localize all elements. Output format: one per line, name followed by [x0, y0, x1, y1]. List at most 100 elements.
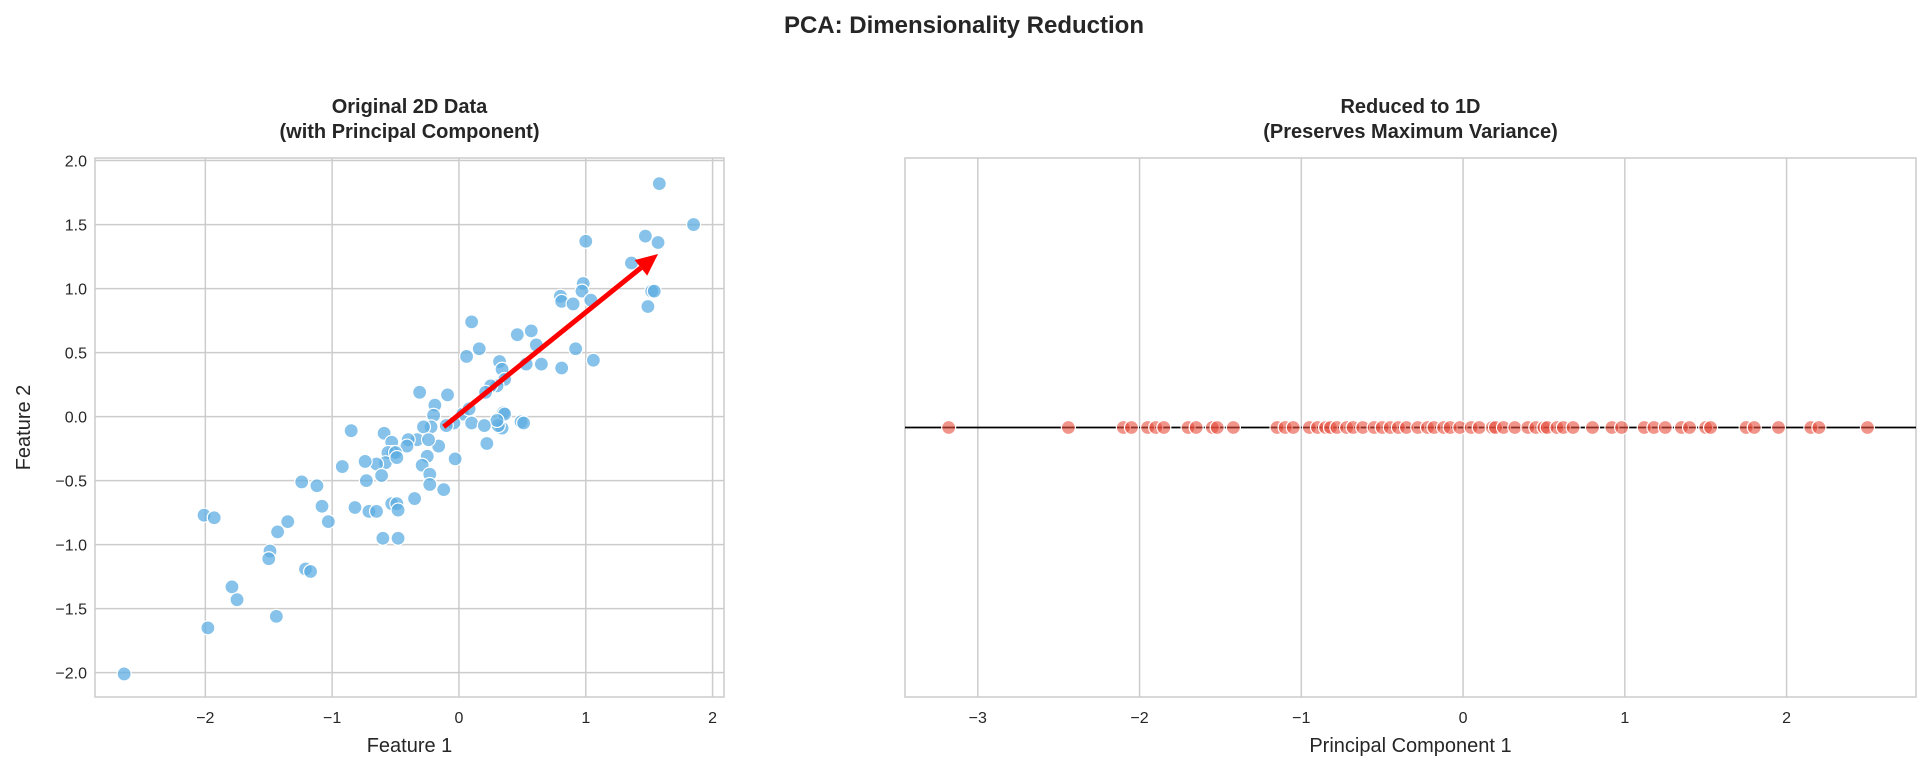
data-point — [523, 323, 539, 339]
projected-point — [941, 419, 957, 436]
y-tick-label: 1.0 — [65, 282, 87, 299]
x-tick-label: −1 — [1292, 710, 1310, 727]
y-tick-label: −1.5 — [55, 602, 87, 619]
suptitle: PCA: Dimensionality Reduction — [784, 12, 1144, 39]
data-point — [229, 592, 245, 608]
data-point — [412, 384, 428, 400]
projected-point — [1471, 419, 1487, 436]
data-point — [334, 458, 350, 475]
projected-point — [1702, 419, 1719, 436]
principal-component-arrow — [442, 265, 643, 429]
x-axis-label: Feature 1 — [367, 735, 453, 757]
data-point — [374, 467, 390, 484]
data-point — [479, 435, 495, 452]
data-point — [406, 490, 423, 507]
data-point — [270, 524, 286, 540]
data-point — [489, 412, 505, 429]
data-point — [640, 298, 656, 315]
projected-point — [1746, 419, 1762, 436]
projected-point — [1613, 419, 1630, 436]
data-point — [389, 449, 405, 466]
data-point — [314, 498, 330, 514]
original-2d-plot: −2 −1 0 1 2 −2.0 −1.5 −1.0 −0.5 0.0 0.5 1.0 1.5 2.0 Or… — [13, 96, 725, 757]
data-point — [685, 216, 702, 233]
data-point — [623, 255, 640, 271]
data-point — [447, 451, 463, 467]
data-point — [637, 228, 653, 244]
data-point — [650, 234, 666, 251]
projected-point — [1681, 419, 1698, 436]
data-point — [357, 453, 373, 470]
x-tick-label: −1 — [323, 710, 341, 727]
data-point — [422, 476, 438, 493]
projected-point — [1156, 419, 1172, 436]
projected-point — [1225, 419, 1241, 436]
projected-point — [1507, 419, 1523, 436]
y-tick-label: 0.5 — [65, 346, 87, 363]
axes-frame — [94, 157, 725, 698]
reduced-1d-plot: −3 −2 −1 0 1 2 Reduced to 1D (Preserves Maximum… — [904, 96, 1917, 757]
projected-point — [1859, 419, 1876, 436]
data-point — [578, 233, 594, 249]
arrow-head — [634, 254, 659, 276]
data-point — [368, 503, 385, 519]
data-point — [343, 423, 359, 439]
y-tick-label: −1.0 — [55, 538, 87, 555]
plot-title: (with Principal Component) — [280, 121, 540, 143]
x-tick-label: 2 — [708, 710, 717, 727]
x-tick-label: 1 — [1620, 710, 1629, 727]
data-point — [585, 352, 601, 368]
data-point — [302, 563, 319, 580]
data-point — [516, 415, 532, 431]
data-point — [651, 176, 667, 192]
plot-title: Reduced to 1D — [1340, 96, 1480, 118]
data-point — [261, 551, 277, 567]
data-point — [533, 356, 549, 372]
data-point — [347, 499, 363, 516]
data-point — [568, 341, 584, 357]
data-point — [509, 327, 525, 343]
x-tick-label: 2 — [1782, 710, 1791, 727]
data-point — [375, 530, 391, 546]
x-axis-label: Principal Component 1 — [1309, 735, 1511, 757]
data-point — [439, 387, 456, 403]
data-point — [358, 473, 374, 489]
y-tick-label: −2.0 — [55, 666, 87, 683]
projected-point — [1584, 419, 1601, 436]
projected-point — [1657, 419, 1673, 436]
data-point — [399, 438, 415, 454]
data-point — [646, 283, 662, 299]
data-point — [464, 314, 480, 330]
data-point — [565, 296, 581, 312]
data-point — [458, 348, 475, 365]
data-point — [415, 419, 432, 435]
data-point — [436, 481, 452, 498]
x-tick-label: 1 — [581, 710, 590, 727]
data-point — [224, 579, 240, 595]
data-point — [206, 510, 222, 526]
data-point — [554, 360, 570, 376]
y-axis-label: Feature 2 — [13, 385, 35, 471]
x-tick-label: −2 — [1130, 710, 1148, 727]
projected-point — [1060, 419, 1076, 436]
projected-point — [1285, 419, 1301, 436]
plot-title: (Preserves Maximum Variance) — [1263, 121, 1558, 143]
projected-point — [1565, 419, 1581, 436]
data-point — [280, 514, 296, 530]
projected-point — [1770, 419, 1787, 436]
data-point — [390, 530, 406, 546]
y-tick-label: 0.0 — [65, 410, 87, 427]
x-tick-label: 0 — [455, 710, 464, 727]
data-point — [390, 502, 406, 518]
x-tick-label: −2 — [196, 710, 214, 727]
y-tick-label: −0.5 — [55, 474, 87, 491]
data-point — [116, 666, 132, 682]
projected-point — [1811, 419, 1827, 436]
plot-title: Original 2D Data — [332, 96, 488, 118]
projected-point — [1209, 419, 1225, 436]
data-point — [420, 432, 437, 448]
projected-point — [1188, 419, 1204, 436]
data-point — [574, 283, 590, 299]
y-tick-label: 2.0 — [65, 154, 87, 171]
